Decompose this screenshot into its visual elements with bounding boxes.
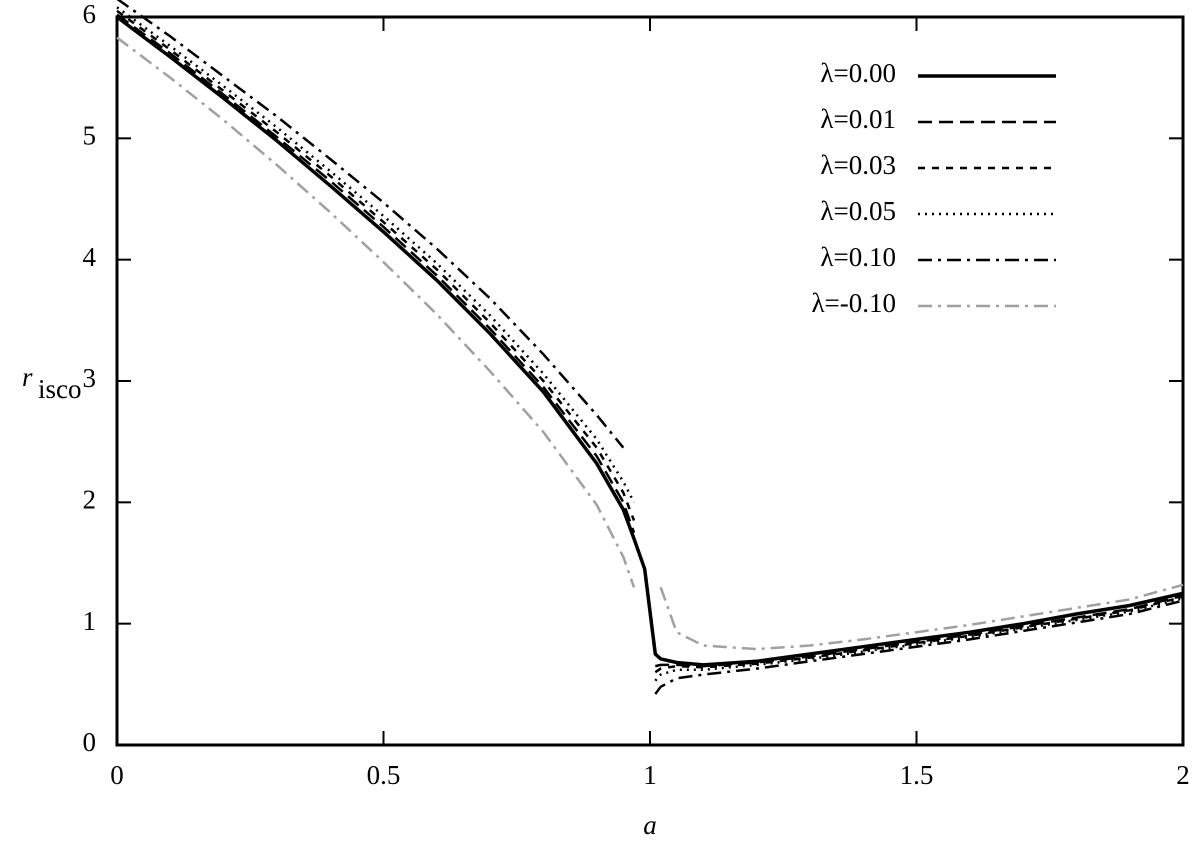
- legend-label: λ=0.10: [820, 242, 896, 272]
- y-tick-label: 4: [83, 242, 97, 272]
- x-tick-label: 2: [1176, 760, 1190, 790]
- x-tick-label: 1.5: [900, 760, 934, 790]
- legend-label: λ=0.03: [820, 150, 896, 180]
- x-tick-label: 1: [643, 760, 657, 790]
- y-tick-label: 1: [83, 606, 97, 636]
- series-line: [116, 9, 1184, 674]
- x-axis-label: a: [643, 810, 657, 840]
- x-tick-label: 0.5: [367, 760, 401, 790]
- series-line: [115, 15, 1184, 667]
- series-line: [116, 0, 1184, 695]
- legend-label: λ=-0.10: [811, 288, 896, 318]
- plot-frame: [115, 15, 1185, 747]
- legend-label: λ=0.00: [820, 58, 896, 88]
- y-axis-label: r: [22, 362, 33, 392]
- legend-label: λ=0.05: [820, 196, 896, 226]
- y-tick-label: 0: [83, 727, 97, 757]
- y-tick-label: 2: [83, 485, 97, 515]
- series-line: [116, 13, 1184, 668]
- series-line: [116, 6, 1184, 682]
- x-tick-label: 0: [110, 760, 124, 790]
- series-line: [116, 36, 1184, 651]
- y-axis-label-subscript: isco: [38, 374, 82, 404]
- legend-label: λ=0.01: [820, 104, 896, 134]
- y-tick-label: 3: [83, 363, 97, 393]
- y-tick-label: 6: [83, 0, 97, 29]
- y-tick-label: 5: [83, 121, 97, 151]
